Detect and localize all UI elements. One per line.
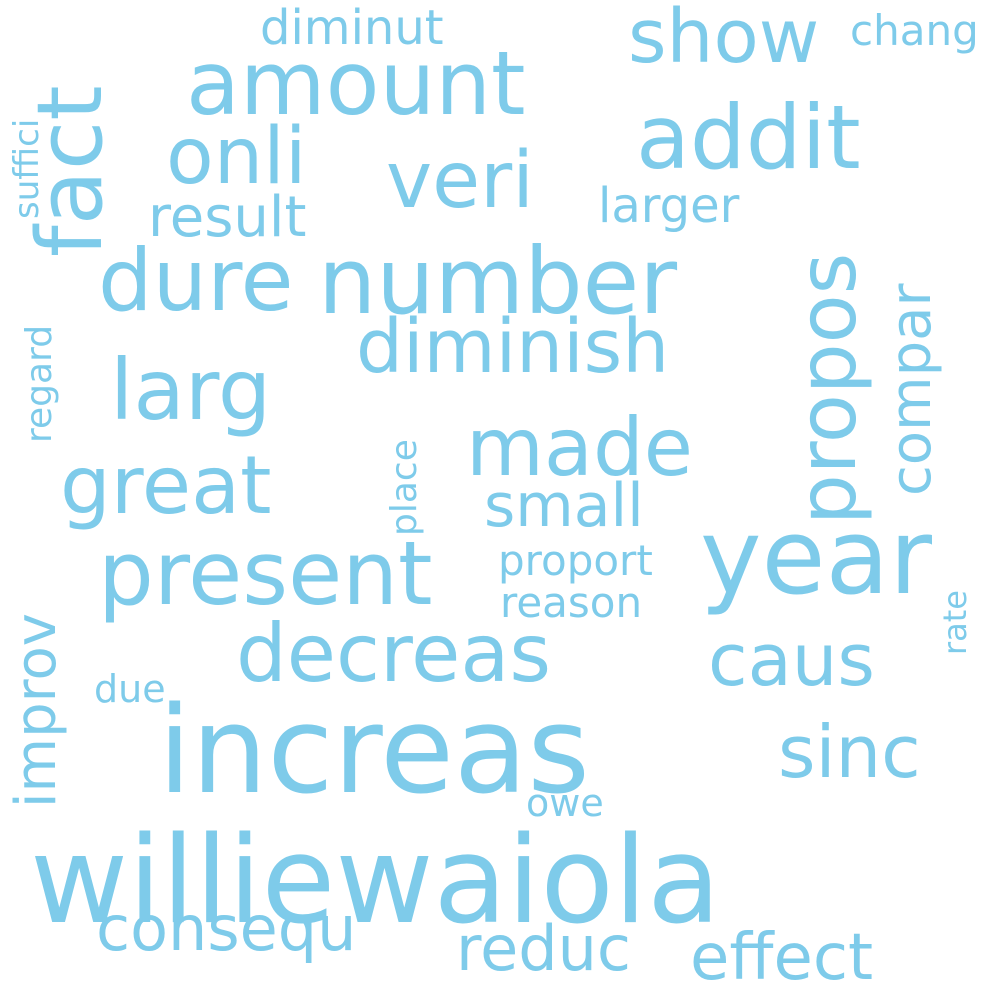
word-larger: larger bbox=[598, 178, 740, 234]
word-williewaiola: williewaiola bbox=[30, 812, 721, 951]
word-addit: addit bbox=[636, 86, 861, 189]
word-larg: larg bbox=[110, 341, 272, 439]
word-reason: reason bbox=[500, 578, 643, 627]
word-diminut: diminut bbox=[260, 0, 444, 56]
word-dure: dure bbox=[98, 231, 294, 331]
word-increas: increas bbox=[158, 682, 590, 821]
word-owe: owe bbox=[526, 781, 604, 825]
word-effect: effect bbox=[690, 921, 874, 995]
word-number: number bbox=[318, 228, 678, 335]
word-rate: rate bbox=[936, 590, 974, 655]
word-onli: onli bbox=[166, 112, 307, 202]
word-diminish: diminish bbox=[356, 304, 670, 390]
word-decreas: decreas bbox=[236, 607, 552, 700]
word-show: show bbox=[628, 0, 820, 80]
word-year: year bbox=[700, 496, 933, 618]
word-small: small bbox=[484, 471, 644, 541]
word-present: present bbox=[98, 522, 433, 625]
word-great: great bbox=[60, 439, 272, 532]
word-propos: propos bbox=[781, 252, 874, 525]
word-consequ: consequ bbox=[96, 892, 357, 965]
word-suffici: suffici bbox=[7, 118, 47, 219]
word-reduc: reduc bbox=[456, 912, 632, 985]
word-sinc: sinc bbox=[778, 710, 921, 794]
word-improv: improv bbox=[4, 613, 69, 808]
word-chang: chang bbox=[850, 6, 979, 55]
word-caus: caus bbox=[708, 618, 875, 702]
word-regard: regard bbox=[19, 324, 60, 443]
word-amount: amount bbox=[186, 32, 526, 135]
word-place: place bbox=[384, 439, 425, 536]
word-proport: proport bbox=[498, 536, 653, 585]
word-made: made bbox=[466, 401, 693, 494]
word-veri: veri bbox=[386, 136, 534, 226]
word-result: result bbox=[148, 185, 307, 250]
word-due: due bbox=[94, 667, 166, 711]
word-compar: compar bbox=[879, 283, 944, 497]
